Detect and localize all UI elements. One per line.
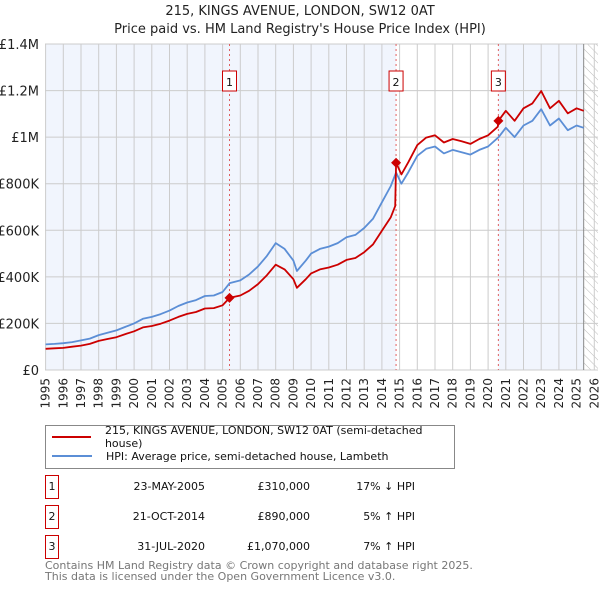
x-tick-label: 2016	[410, 378, 424, 409]
x-tick-label: 2009	[286, 378, 300, 409]
x-tick-label: 2001	[145, 378, 159, 409]
legend-label: 215, KINGS AVENUE, LONDON, SW12 0AT (sem…	[104, 424, 423, 450]
y-tick-label: £800K	[0, 178, 39, 193]
legend-item-property: 215, KINGS AVENUE, LONDON, SW12 0AT (sem…	[52, 424, 454, 450]
y-tick-label: £1.2M	[0, 85, 39, 100]
sale-marker-label: 2	[393, 76, 400, 89]
x-tick-label: 2002	[163, 378, 177, 409]
x-tick-label: 1996	[56, 378, 70, 409]
legend-item-hpi: HPI: Average price, semi-detached house,…	[52, 447, 388, 465]
y-tick-label: £0	[22, 364, 39, 379]
x-tick-label: 2023	[534, 378, 548, 409]
x-tick-label: 2024	[552, 378, 566, 409]
sale-price: £310,000	[257, 480, 311, 493]
price-chart: 1995 1996 1997 1998 1999 2000 2001 2002 2003 2004…	[0, 38, 600, 409]
x-tick-label: 1995	[39, 378, 53, 409]
legend: 215, KINGS AVENUE, LONDON, SW12 0AT (sem…	[45, 424, 455, 469]
x-tick-label: 2019	[463, 378, 477, 409]
x-tick-label: 2011	[322, 378, 336, 409]
x-tick-label: 2021	[499, 378, 513, 409]
x-tick-label: 2000	[127, 378, 141, 409]
x-tick-label: 1999	[109, 378, 123, 409]
y-tick-label: £400K	[0, 271, 39, 286]
chart-subtitle: Price paid vs. HM Land Registry's House …	[114, 22, 486, 37]
x-tick-label: 2013	[357, 378, 371, 409]
sale-point	[493, 115, 504, 126]
sale-point	[224, 292, 235, 303]
sale-marker-label: 3	[495, 76, 502, 89]
x-tick-label: 2006	[233, 378, 247, 409]
x-tick-label: 2015	[393, 378, 407, 409]
sale-point	[391, 157, 402, 168]
property-price-line	[45, 90, 584, 350]
y-tick-label: £1M	[11, 131, 39, 146]
sale-row: 1 23-MAY-2005 £310,000 17% ↓ HPI	[45, 475, 465, 499]
sale-marker-badge: 3	[45, 535, 59, 559]
chart-title: 215, KINGS AVENUE, LONDON, SW12 0AT	[165, 4, 435, 19]
sale-row: 3 31-JUL-2020 £1,070,000 7% ↑ HPI	[45, 535, 465, 559]
footer-licence: This data is licensed under the Open Gov…	[45, 570, 396, 583]
shaded-range	[45, 44, 397, 370]
x-tick-label: 1998	[92, 378, 106, 409]
x-tick-label: 2020	[481, 378, 495, 409]
x-tick-label: 2014	[375, 378, 389, 409]
y-tick-label: £600K	[0, 224, 39, 239]
sale-hpi-diff: 17% ↓ HPI	[356, 480, 415, 493]
sale-marker-badge: 2	[45, 505, 59, 529]
legend-swatch-blue	[52, 455, 92, 457]
x-tick-label: 2004	[198, 378, 212, 409]
sale-price: £1,070,000	[247, 540, 310, 553]
sale-marker-box	[490, 70, 506, 92]
x-tick-label: 2026	[587, 378, 600, 409]
y-tick-label: £200K	[0, 317, 39, 332]
x-tick-label: 2025	[570, 378, 584, 409]
x-tick-label: 2010	[304, 378, 318, 409]
x-tick-label: 2017	[428, 378, 442, 409]
x-tick-label: 2007	[251, 378, 265, 409]
x-tick-label: 1997	[74, 378, 88, 409]
sale-date: 21-OCT-2014	[132, 510, 205, 523]
sale-marker-box	[222, 70, 238, 92]
sale-date: 31-JUL-2020	[137, 540, 205, 553]
forecast-hatch	[583, 44, 598, 370]
y-tick-label: £1.4M	[0, 38, 39, 53]
sale-hpi-diff: 7% ↑ HPI	[363, 540, 415, 553]
hpi-line	[45, 108, 584, 346]
legend-label: HPI: Average price, semi-detached house,…	[106, 449, 389, 463]
x-tick-label: 2012	[340, 378, 354, 409]
sale-row: 2 21-OCT-2014 £890,000 5% ↑ HPI	[45, 505, 465, 529]
sale-hpi-diff: 5% ↑ HPI	[363, 510, 415, 523]
x-tick-label: 2003	[180, 378, 194, 409]
sale-price: £890,000	[257, 510, 311, 523]
sale-marker-badge: 1	[45, 475, 59, 499]
x-tick-label: 2018	[446, 378, 460, 409]
sale-date: 23-MAY-2005	[133, 480, 205, 493]
legend-swatch-red	[52, 436, 91, 438]
footer-copyright: Contains HM Land Registry data © Crown c…	[45, 559, 473, 572]
sale-marker-box	[388, 70, 404, 92]
x-tick-label: 2022	[517, 378, 531, 409]
x-tick-label: 2005	[216, 378, 230, 409]
x-tick-label: 2008	[269, 378, 283, 409]
sale-marker-label: 1	[226, 76, 233, 89]
